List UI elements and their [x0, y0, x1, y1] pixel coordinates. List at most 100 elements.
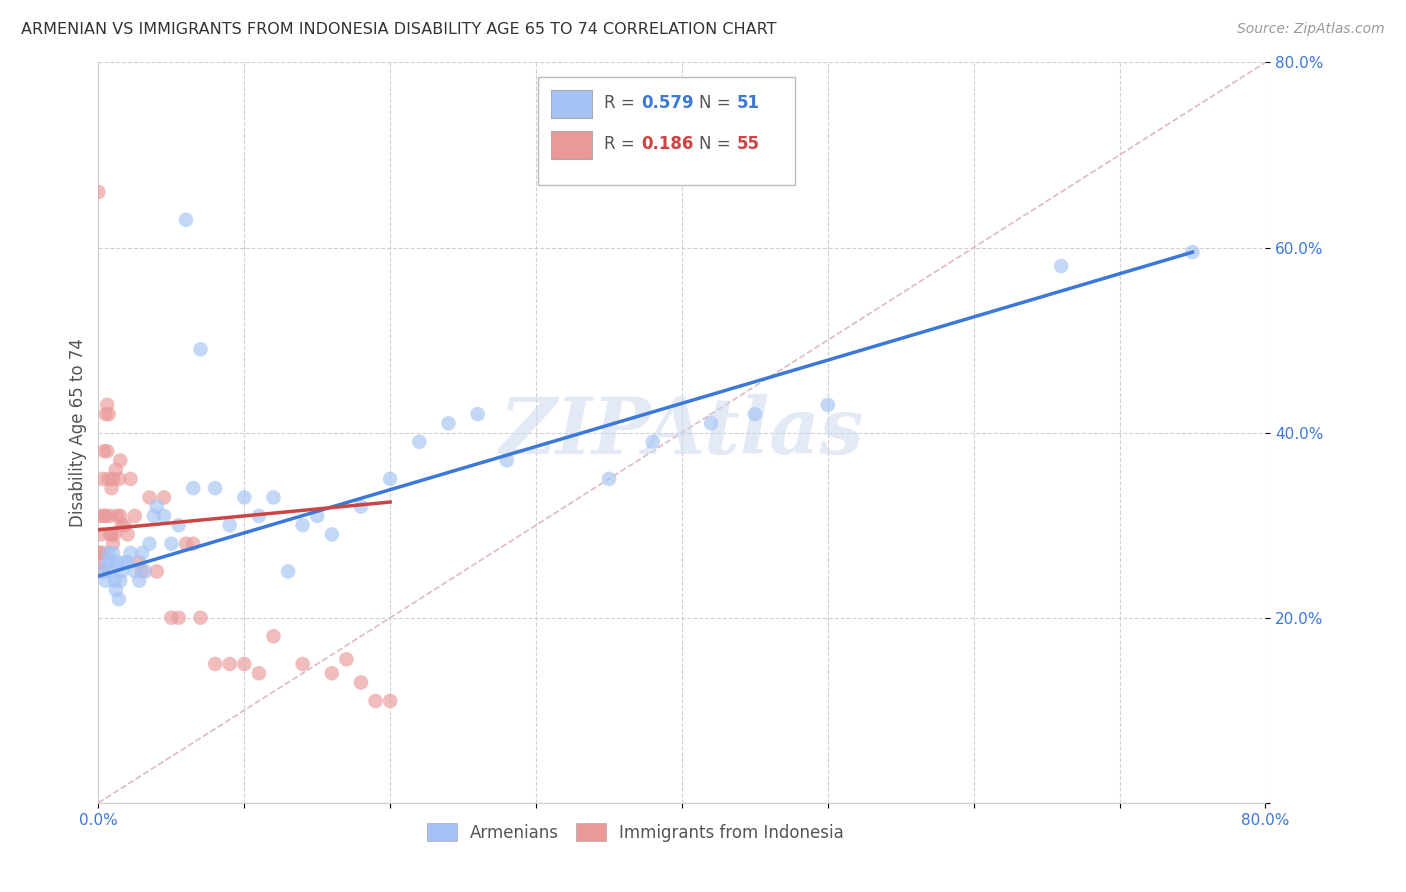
Point — [262, 629, 284, 643]
Point — [190, 610, 212, 624]
Point — [380, 472, 402, 486]
Point — [120, 472, 142, 486]
Point — [174, 536, 197, 550]
Point — [350, 675, 373, 690]
Point — [117, 527, 139, 541]
Point — [817, 398, 839, 412]
Text: N =: N = — [699, 135, 737, 153]
Point — [108, 472, 131, 486]
Point — [153, 508, 176, 523]
Point — [91, 565, 114, 579]
Point — [87, 555, 110, 569]
Point — [181, 481, 204, 495]
Point — [96, 398, 118, 412]
Point — [101, 546, 124, 560]
Point — [111, 565, 134, 579]
Point — [98, 508, 121, 523]
Text: ZIPAtlas: ZIPAtlas — [499, 394, 865, 471]
Point — [138, 491, 160, 505]
Point — [90, 565, 112, 579]
Point — [117, 555, 139, 569]
Point — [700, 417, 723, 431]
Point — [233, 657, 256, 671]
Point — [598, 472, 620, 486]
Text: 51: 51 — [737, 95, 759, 112]
Point — [131, 546, 153, 560]
Text: 0.579: 0.579 — [641, 95, 693, 112]
Point — [167, 518, 190, 533]
Point — [321, 666, 343, 681]
Point — [97, 407, 120, 421]
FancyBboxPatch shape — [538, 78, 796, 185]
Point — [134, 565, 156, 579]
Point — [218, 518, 240, 533]
Point — [128, 555, 150, 569]
Point — [110, 508, 132, 523]
Point — [114, 555, 136, 569]
Text: N =: N = — [699, 95, 737, 112]
Point — [218, 657, 240, 671]
Point — [128, 574, 150, 588]
Point — [321, 527, 343, 541]
Point — [262, 491, 284, 505]
Point — [350, 500, 373, 514]
Point — [110, 574, 132, 588]
Point — [105, 555, 128, 569]
Point — [174, 212, 197, 227]
Point — [160, 536, 183, 550]
Text: 0.186: 0.186 — [641, 135, 693, 153]
Point — [496, 453, 519, 467]
Point — [364, 694, 387, 708]
Point — [247, 508, 270, 523]
Point — [153, 491, 176, 505]
Point — [190, 343, 212, 357]
Point — [1050, 259, 1073, 273]
Point — [114, 518, 136, 533]
Point — [93, 508, 115, 523]
Point — [91, 472, 114, 486]
Point — [291, 657, 314, 671]
Point — [181, 536, 204, 550]
Point — [87, 546, 110, 560]
Point — [131, 565, 153, 579]
Point — [142, 508, 165, 523]
FancyBboxPatch shape — [551, 90, 592, 118]
Text: ARMENIAN VS IMMIGRANTS FROM INDONESIA DISABILITY AGE 65 TO 74 CORRELATION CHART: ARMENIAN VS IMMIGRANTS FROM INDONESIA DI… — [21, 22, 776, 37]
Point — [124, 565, 146, 579]
Point — [1181, 245, 1204, 260]
Point — [146, 565, 169, 579]
Point — [204, 481, 226, 495]
Point — [100, 527, 122, 541]
Point — [291, 518, 314, 533]
Point — [335, 652, 357, 666]
Point — [247, 666, 270, 681]
Point — [97, 546, 120, 560]
Point — [101, 536, 124, 550]
Point — [204, 657, 226, 671]
Point — [89, 546, 111, 560]
Text: R =: R = — [603, 95, 640, 112]
Point — [146, 500, 169, 514]
Point — [96, 444, 118, 458]
Text: Source: ZipAtlas.com: Source: ZipAtlas.com — [1237, 22, 1385, 37]
Point — [98, 527, 121, 541]
Point — [380, 694, 402, 708]
Point — [97, 472, 120, 486]
Point — [93, 444, 115, 458]
Point — [94, 407, 117, 421]
Point — [87, 185, 110, 199]
Text: 55: 55 — [737, 135, 759, 153]
Point — [467, 407, 489, 421]
Point — [100, 555, 122, 569]
Point — [104, 582, 127, 597]
Point — [111, 518, 134, 533]
Point — [744, 407, 766, 421]
Point — [641, 434, 664, 449]
Point — [103, 527, 125, 541]
Point — [101, 472, 124, 486]
FancyBboxPatch shape — [551, 130, 592, 159]
Point — [277, 565, 299, 579]
Point — [90, 527, 112, 541]
Text: R =: R = — [603, 135, 640, 153]
Point — [120, 546, 142, 560]
